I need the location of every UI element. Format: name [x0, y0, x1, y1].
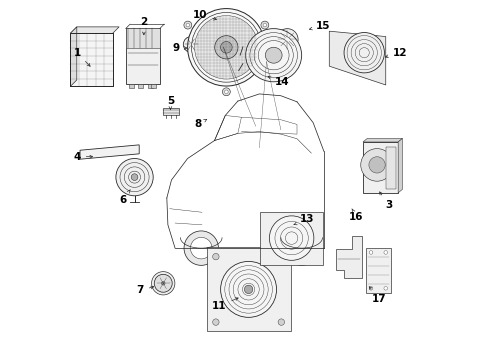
Circle shape [278, 319, 285, 325]
Circle shape [222, 88, 230, 96]
Circle shape [116, 158, 153, 196]
Circle shape [285, 231, 319, 265]
Circle shape [184, 21, 192, 29]
Ellipse shape [245, 29, 302, 82]
Circle shape [161, 282, 165, 285]
Text: 3: 3 [380, 192, 392, 210]
Ellipse shape [265, 47, 282, 63]
Circle shape [344, 32, 385, 73]
Circle shape [220, 41, 232, 53]
Text: 12: 12 [386, 48, 407, 58]
Circle shape [195, 15, 258, 79]
Text: 4: 4 [74, 152, 93, 162]
Circle shape [183, 37, 199, 52]
Polygon shape [398, 138, 402, 193]
Text: 17: 17 [369, 287, 387, 304]
Circle shape [213, 319, 219, 325]
Bar [138, 84, 143, 88]
Text: 6: 6 [120, 190, 130, 205]
Circle shape [184, 231, 219, 265]
Polygon shape [329, 31, 386, 85]
Bar [366, 248, 391, 293]
Text: 11: 11 [212, 298, 238, 311]
Bar [126, 28, 160, 84]
Text: 10: 10 [193, 10, 217, 20]
Circle shape [285, 37, 290, 42]
Circle shape [369, 157, 385, 173]
Text: 5: 5 [167, 96, 174, 109]
Circle shape [191, 237, 212, 259]
Circle shape [215, 36, 238, 59]
Text: 16: 16 [349, 209, 364, 221]
Bar [151, 84, 156, 88]
Circle shape [224, 90, 228, 94]
Text: 7: 7 [137, 285, 154, 296]
Circle shape [369, 251, 373, 254]
Circle shape [154, 274, 172, 292]
Circle shape [188, 9, 265, 86]
Text: 2: 2 [140, 17, 147, 35]
Bar [207, 247, 291, 331]
Polygon shape [336, 236, 362, 278]
Circle shape [270, 216, 314, 260]
Polygon shape [363, 138, 402, 142]
Circle shape [186, 23, 190, 27]
Circle shape [213, 253, 219, 260]
Circle shape [245, 285, 253, 293]
Circle shape [369, 287, 373, 290]
Polygon shape [71, 27, 77, 86]
Circle shape [189, 42, 193, 46]
Circle shape [291, 237, 313, 259]
Circle shape [276, 29, 298, 50]
Circle shape [261, 21, 269, 29]
Bar [129, 84, 134, 88]
Circle shape [220, 261, 276, 318]
Bar [126, 28, 160, 48]
Polygon shape [80, 145, 139, 159]
Bar [148, 84, 153, 88]
Bar [261, 212, 323, 265]
Text: 14: 14 [268, 76, 289, 87]
Circle shape [263, 23, 267, 27]
Text: 1: 1 [74, 48, 90, 66]
Bar [386, 147, 395, 189]
Bar [71, 33, 113, 86]
Circle shape [361, 149, 393, 181]
Bar [363, 142, 398, 193]
Circle shape [151, 272, 175, 295]
Bar [163, 108, 179, 116]
Text: 8: 8 [194, 120, 207, 129]
Text: 9: 9 [172, 43, 187, 53]
Text: 15: 15 [309, 21, 330, 31]
Circle shape [278, 253, 285, 260]
Text: 13: 13 [294, 215, 314, 225]
Circle shape [131, 174, 138, 180]
Circle shape [384, 287, 388, 290]
Polygon shape [71, 27, 119, 33]
Circle shape [384, 251, 388, 254]
